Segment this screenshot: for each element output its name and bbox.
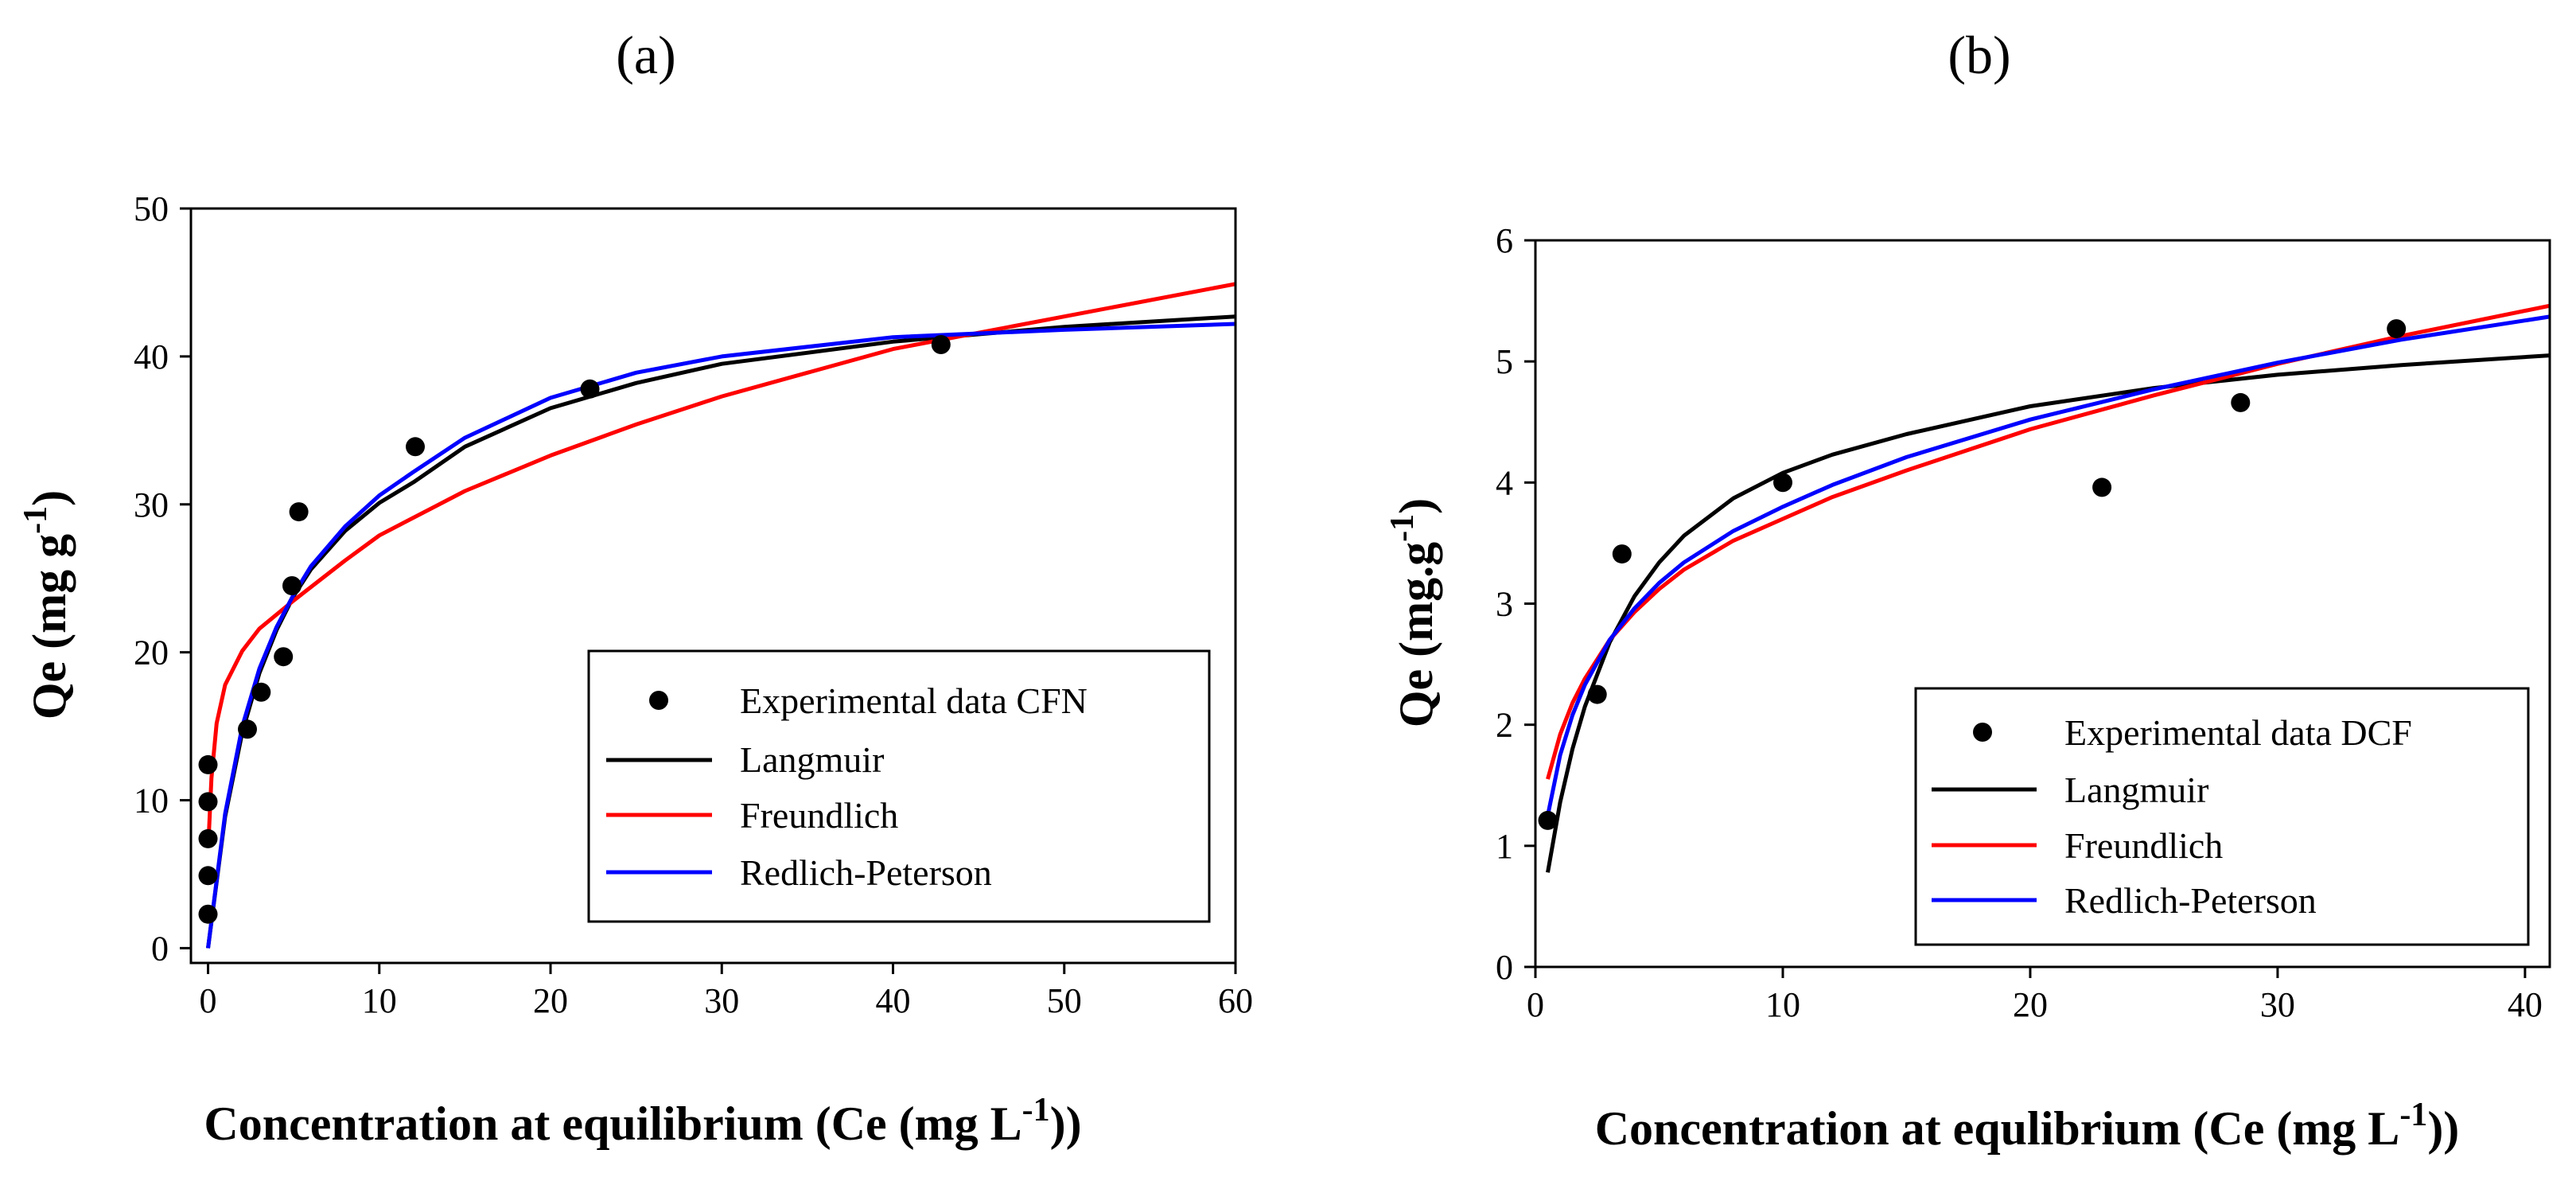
data-point-a <box>406 437 425 457</box>
y-tick-label-b: 2 <box>1496 706 1513 745</box>
x-axis-title-sup-b: -1 <box>2399 1097 2427 1133</box>
legend-b: Experimental data DCF Langmuir Freundlic… <box>1914 687 2530 946</box>
redlich-peterson-curve-b <box>1546 314 2551 817</box>
x-axis-title-sup-a: -1 <box>1022 1092 1050 1128</box>
x-tick-label-a: 10 <box>362 981 397 1020</box>
plot-area-a <box>198 282 1236 949</box>
y-tick-label-a: 30 <box>134 485 169 524</box>
data-point-a <box>251 682 271 702</box>
data-point-b <box>1538 810 1558 830</box>
data-point-a <box>198 792 218 812</box>
panel-label-a: (a) <box>616 25 675 85</box>
data-point-a <box>931 335 951 354</box>
y-tick-label-a: 10 <box>134 781 169 820</box>
data-point-a <box>198 866 218 886</box>
legend-label-experimental-b: Experimental data DCF <box>2064 712 2412 753</box>
x-tick-label-a: 20 <box>533 981 568 1020</box>
y-tick-label-b: 6 <box>1496 221 1513 260</box>
data-point-a <box>238 719 257 739</box>
x-axis-title-b: Concentration at equlibrium (Ce (mg L-1)… <box>1595 1097 2460 1155</box>
x-axis-title-end-b: )) <box>2427 1102 2459 1155</box>
freundlich-curve-a <box>207 282 1236 833</box>
y-tick-label-b: 1 <box>1496 827 1513 866</box>
data-point-b <box>1612 544 1632 564</box>
x-tick-label-b: 0 <box>1527 985 1544 1024</box>
y-tick-label-a: 50 <box>134 189 169 228</box>
y-axis-title-text-b: Qe (mg.g-1) <box>1384 498 1442 727</box>
x-tick-label-a: 50 <box>1047 981 1082 1020</box>
y-tick-label-b: 3 <box>1496 585 1513 624</box>
y-axis-title-sup-b: -1 <box>1384 514 1421 542</box>
legend-label-langmuir-a: Langmuir <box>740 739 884 780</box>
legend-label-freundlich-b: Freundlich <box>2064 825 2223 866</box>
legend-label-experimental-a: Experimental data CFN <box>740 680 1088 721</box>
y-tick-label-b: 0 <box>1496 948 1513 987</box>
ticks-b: 0 10 20 30 40 0 1 2 3 4 5 6 <box>1496 221 2543 1024</box>
x-tick-label-b: 10 <box>1765 985 1800 1024</box>
x-tick-label-b: 30 <box>2260 985 2295 1024</box>
plot-area-b <box>1538 303 2551 873</box>
x-tick-label-b: 20 <box>2013 985 2048 1024</box>
data-point-b <box>2387 319 2407 339</box>
y-tick-label-b: 4 <box>1496 463 1513 502</box>
ticks-a: 0 10 20 30 40 50 60 0 10 20 30 40 50 <box>134 189 1253 1020</box>
y-axis-title-b: Qe (mg.g-1) <box>1384 498 1442 727</box>
plot-frame-a <box>189 207 1237 965</box>
y-tick-label-a: 40 <box>134 337 169 376</box>
y-tick-label-a: 20 <box>134 633 169 672</box>
panel-label-b: (b) <box>1948 25 2010 85</box>
y-axis-title-main-a: Qe (mg g <box>23 534 76 719</box>
y-axis-title-a: Qe (mg g-1) <box>18 490 76 719</box>
data-point-a <box>580 379 600 399</box>
data-point-a <box>289 502 309 522</box>
data-point-b <box>2092 477 2112 497</box>
y-tick-label-a: 0 <box>151 929 169 968</box>
legend-marker-experimental-b <box>1973 723 1992 742</box>
data-point-a <box>198 828 218 848</box>
x-axis-title-main-a: Concentration at equilibrium (Ce (mg L <box>204 1097 1021 1150</box>
data-point-b <box>2231 392 2251 412</box>
data-point-b <box>1587 684 1607 704</box>
legend-marker-experimental-a <box>649 691 668 710</box>
y-axis-title-main-b: Qe (mg.g <box>1390 542 1442 727</box>
legend-label-langmuir-b: Langmuir <box>2064 770 2208 810</box>
y-axis-title-end-b: ) <box>1390 498 1442 514</box>
data-point-b <box>1773 473 1792 493</box>
x-tick-label-b: 40 <box>2508 985 2543 1024</box>
x-tick-label-a: 60 <box>1218 981 1253 1020</box>
legend-a: Experimental data CFN Langmuir Freundlic… <box>587 649 1211 923</box>
data-point-a <box>274 647 294 667</box>
y-tick-label-b: 5 <box>1496 342 1513 381</box>
legend-label-freundlich-a: Freundlich <box>740 795 898 836</box>
x-tick-label-a: 40 <box>876 981 911 1020</box>
x-tick-label-a: 30 <box>704 981 739 1020</box>
x-axis-title-end-a: )) <box>1050 1097 1082 1150</box>
panel-b: (b) Qe (mg.g-1) Concentration at equlibr… <box>1384 25 2551 1155</box>
freundlich-curve-b <box>1546 303 2551 780</box>
x-axis-title-main-b: Concentration at equlibrium (Ce (mg L <box>1595 1102 2400 1155</box>
data-point-a <box>198 754 218 774</box>
y-axis-title-text-a: Qe (mg g-1) <box>18 490 76 719</box>
y-axis-title-end-a: ) <box>23 490 76 506</box>
plot-frame-b <box>1534 239 2551 969</box>
x-axis-title-a: Concentration at equilibrium (Ce (mg L-1… <box>204 1092 1081 1150</box>
y-axis-title-sup-a: -1 <box>18 506 54 534</box>
data-point-a <box>198 904 218 924</box>
legend-label-redlich-peterson-a: Redlich-Peterson <box>740 852 992 893</box>
data-point-a <box>282 576 302 595</box>
legend-box-a <box>587 649 1211 923</box>
panel-a: (a) Qe (mg g-1) Concentration at equilib… <box>18 25 1253 1150</box>
legend-label-redlich-peterson-b: Redlich-Peterson <box>2064 880 2317 921</box>
x-tick-label-a: 0 <box>200 981 217 1020</box>
